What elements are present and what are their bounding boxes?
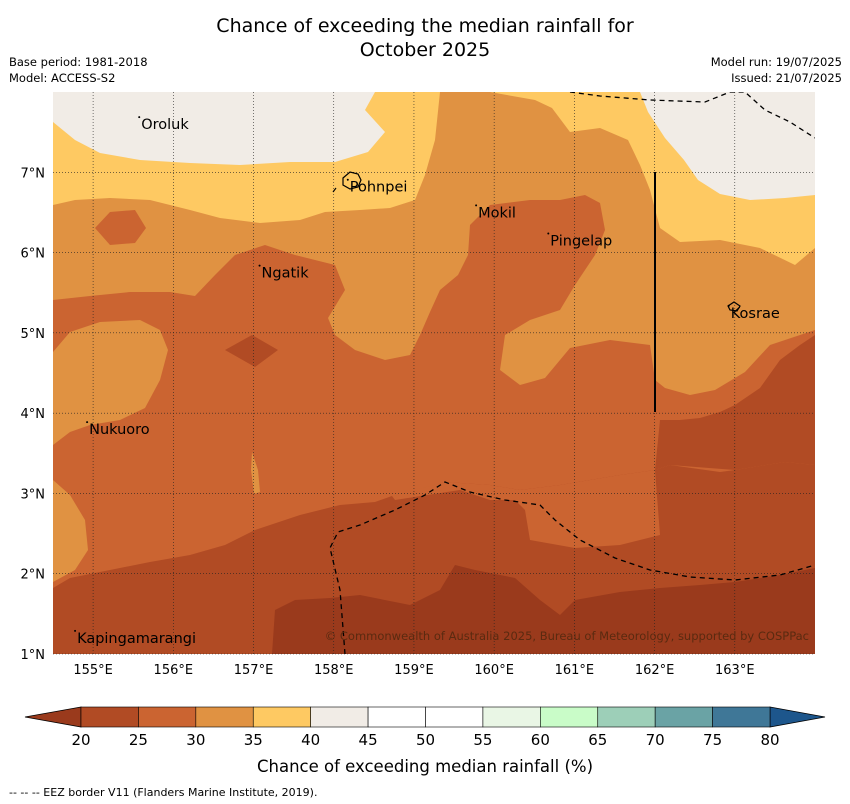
colorbar-label: Chance of exceeding median rainfall (%) <box>257 757 593 776</box>
colorbar-box <box>482 706 541 728</box>
meta-right: Model run: 19/07/2025 Issued: 21/07/2025 <box>711 54 842 86</box>
place-label: Kapingamarangi <box>77 631 196 647</box>
place-label: Pingelap <box>550 234 612 250</box>
pohnpei-offshore <box>332 187 337 193</box>
colorbar-box <box>597 706 656 728</box>
colorbar-box <box>540 706 599 728</box>
colorbar-tick-label: 25 <box>129 731 148 749</box>
latitude-labels: 1°N 2°N 3°N 4°N 5°N 6°N 7°N <box>21 166 46 663</box>
island-shapes <box>332 171 741 312</box>
field-30-35-west <box>53 320 168 445</box>
colorbar-tick-label: 35 <box>244 731 263 749</box>
colorbar-tick-label: 20 <box>71 731 90 749</box>
lat-tick-label: 5°N <box>21 327 46 342</box>
colorbar-box <box>367 706 426 728</box>
colorbar-boxes <box>24 706 826 728</box>
field-20-25-patch <box>225 335 278 367</box>
eez-borders <box>329 92 815 654</box>
colorbar-ticks: 20 25 30 35 40 45 50 55 60 65 70 75 80 <box>71 731 779 749</box>
place-label: Ngatik <box>262 266 310 282</box>
meta-left: Base period: 1981-2018 Model: ACCESS-S2 <box>9 54 148 86</box>
model-run: Model run: 19/07/2025 <box>710 55 842 69</box>
colorbar-box <box>138 706 197 728</box>
colorbar-tick-label: 30 <box>186 731 205 749</box>
colorbar-tick-label: 80 <box>760 731 779 749</box>
field-40-45 <box>53 92 385 165</box>
field-20-25-east <box>655 335 815 470</box>
probability-field <box>53 92 815 654</box>
place-label: Pohnpei <box>350 180 408 196</box>
lat-tick-label: 3°N <box>21 487 46 502</box>
lon-tick-label: 158°E <box>314 663 354 678</box>
colorbar-tick-label: 55 <box>473 731 492 749</box>
lat-tick-label: 6°N <box>21 247 46 262</box>
footnote: -- -- -- EEZ border V11 (Flanders Marine… <box>9 786 318 799</box>
field-25-30-patch <box>95 210 146 245</box>
colorbar-tick-label: 60 <box>531 731 550 749</box>
place-label: Kosrae <box>731 306 780 322</box>
model-name: Model: ACCESS-S2 <box>9 71 116 85</box>
colorbar-tick-label: 65 <box>588 731 607 749</box>
place-marker <box>138 116 141 119</box>
colorbar-over-arrow <box>769 706 826 728</box>
field-40-45-east <box>640 92 815 200</box>
colorbar-box <box>654 706 713 728</box>
issued-date: Issued: 21/07/2025 <box>731 71 842 85</box>
kosrae-island <box>727 301 741 312</box>
lon-tick-label: 161°E <box>555 663 595 678</box>
colorbar-box <box>252 706 311 728</box>
map-title: Chance of exceeding the median rainfall … <box>0 14 850 62</box>
title-line-1: Chance of exceeding the median rainfall … <box>216 15 634 37</box>
colorbar-under-arrow <box>24 706 82 728</box>
lon-tick-label: 162°E <box>635 663 675 678</box>
lon-tick-label: 159°E <box>394 663 434 678</box>
pohnpei-island <box>342 171 362 190</box>
title-line-2: October 2025 <box>359 39 491 61</box>
colorbar-tick-label: 75 <box>703 731 722 749</box>
colorbar-box <box>425 706 484 728</box>
graticule <box>53 92 815 655</box>
field-25-30-strip <box>392 470 660 548</box>
colorbar-box <box>310 706 369 728</box>
place-marker <box>547 232 550 235</box>
lon-tick-label: 156°E <box>154 663 194 678</box>
field-30-35-southwest <box>53 480 88 582</box>
colorbar-tick-label: 45 <box>359 731 378 749</box>
colorbar-box <box>80 706 139 728</box>
lat-tick-label: 1°N <box>21 648 46 663</box>
copyright-notice: © Commonwealth of Australia 2025, Bureau… <box>325 629 809 643</box>
place-marker <box>258 264 261 267</box>
longitude-labels: 155°E 156°E 157°E 158°E 159°E 160°E 161°E 162°E… <box>73 663 754 678</box>
lat-tick-label: 2°N <box>21 568 46 583</box>
place-labels: Oroluk Pohnpei Mokil Pingelap Ngatik Kosrae Nu… <box>74 116 780 647</box>
place-label: Mokil <box>478 205 516 221</box>
place-marker <box>727 304 730 307</box>
place-label: Nukuoro <box>89 422 150 438</box>
base-period: Base period: 1981-2018 <box>9 55 148 69</box>
colorbar-box <box>195 706 254 728</box>
lon-tick-label: 157°E <box>234 663 274 678</box>
lat-tick-label: 7°N <box>21 166 46 181</box>
colorbar: 20 25 30 35 40 45 50 55 60 65 70 75 80 Chance of exc… <box>24 706 826 776</box>
colorbar-tick-label: 50 <box>416 731 435 749</box>
colorbar-box <box>712 706 771 728</box>
place-label: Oroluk <box>141 117 189 133</box>
lat-tick-label: 4°N <box>21 407 46 422</box>
place-marker <box>86 421 89 424</box>
field-30-35-sliver <box>251 452 260 494</box>
colorbar-tick-label: 40 <box>301 731 320 749</box>
lon-tick-label: 155°E <box>73 663 113 678</box>
place-marker <box>475 204 478 207</box>
colorbar-tick-label: 70 <box>646 731 665 749</box>
rainfall-map: Oroluk Pohnpei Mokil Pingelap Ngatik Kosrae Nu… <box>21 92 815 678</box>
lon-tick-label: 160°E <box>474 663 514 678</box>
place-marker <box>74 629 77 632</box>
lon-tick-label: 163°E <box>715 663 755 678</box>
place-marker <box>346 178 349 181</box>
field-below-20 <box>272 565 815 654</box>
